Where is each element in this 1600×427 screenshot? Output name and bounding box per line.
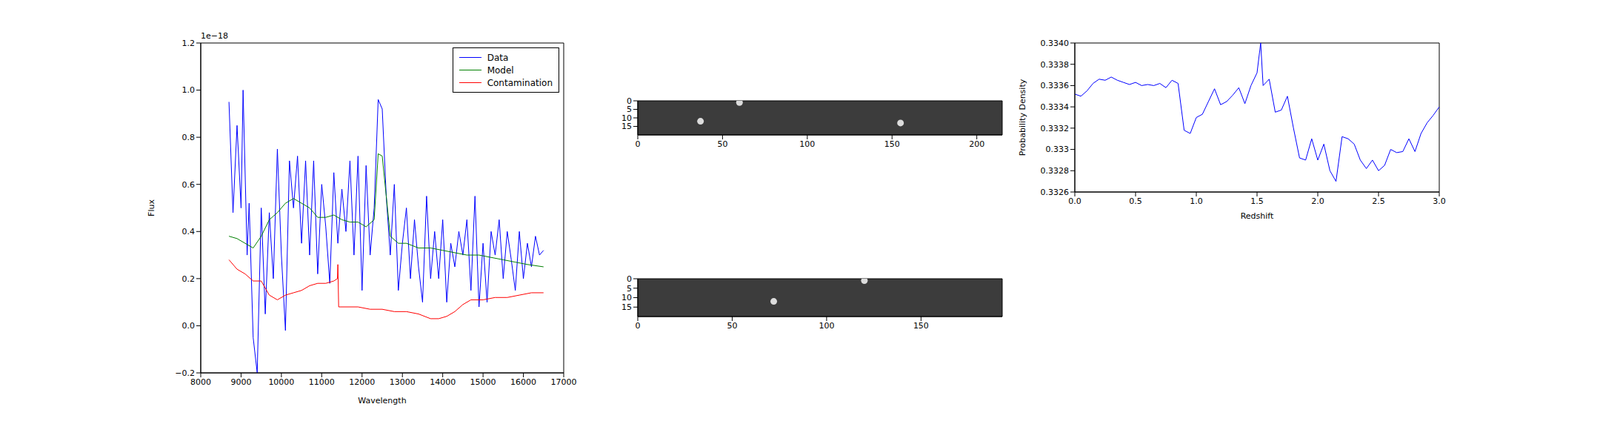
- svg-text:0.3336: 0.3336: [1040, 80, 1070, 91]
- svg-text:5: 5: [626, 104, 632, 115]
- html-text:Model: Model: [487, 64, 514, 76]
- svg-text:Probability Density: Probability Density: [1017, 78, 1028, 156]
- svg-text:0.3338: 0.3338: [1040, 60, 1070, 70]
- svg-text:0.8: 0.8: [182, 132, 196, 143]
- svg-text:1.0: 1.0: [1189, 196, 1203, 206]
- svg-text:50: 50: [726, 320, 738, 331]
- svg-text:100: 100: [799, 139, 815, 149]
- svg-text:12000: 12000: [348, 377, 375, 387]
- svg-text:1.2: 1.2: [182, 38, 196, 49]
- svg-text:Flux: Flux: [146, 199, 157, 217]
- svg-text:1.5: 1.5: [1250, 196, 1264, 206]
- svg-text:0.5: 0.5: [1128, 196, 1143, 206]
- svg-text:3.0: 3.0: [1432, 196, 1446, 206]
- svg-text:50: 50: [717, 139, 728, 149]
- svg-text:0: 0: [635, 320, 641, 331]
- svg-text:0.3334: 0.3334: [1040, 102, 1070, 112]
- svg-text:0: 0: [635, 139, 641, 149]
- html-text:Contamination: Contamination: [487, 77, 553, 88]
- svg-text:11000: 11000: [308, 377, 335, 387]
- svg-text:0.3340: 0.3340: [1040, 38, 1070, 49]
- svg-text:15: 15: [621, 121, 632, 132]
- svg-text:0: 0: [626, 96, 632, 106]
- html-text:1e−18: 1e−18: [200, 31, 229, 41]
- svg-text:10: 10: [621, 113, 632, 123]
- svg-text:150: 150: [913, 320, 929, 331]
- svg-text:15000: 15000: [470, 377, 497, 387]
- svg-text:13000: 13000: [389, 377, 416, 387]
- svg-text:0.4: 0.4: [182, 226, 196, 237]
- svg-text:0.3326: 0.3326: [1040, 187, 1070, 198]
- svg-text:0.3332: 0.3332: [1040, 123, 1070, 134]
- svg-text:17000: 17000: [551, 377, 578, 387]
- svg-text:0.3328: 0.3328: [1040, 165, 1070, 176]
- svg-text:0: 0: [626, 274, 632, 284]
- svg-text:15: 15: [621, 302, 632, 312]
- html-text:Data: Data: [487, 52, 509, 63]
- svg-text:14000: 14000: [429, 377, 456, 387]
- svg-text:0.0: 0.0: [182, 320, 196, 331]
- svg-text:150: 150: [884, 139, 900, 149]
- svg-text:2.0: 2.0: [1311, 196, 1325, 206]
- svg-text:5: 5: [626, 283, 632, 294]
- svg-text:0.333: 0.333: [1045, 144, 1070, 155]
- svg-text:8000: 8000: [190, 377, 212, 387]
- svg-text:2.5: 2.5: [1371, 196, 1386, 206]
- svg-text:200: 200: [968, 139, 985, 149]
- svg-text:100: 100: [818, 320, 835, 331]
- svg-text:Redshift: Redshift: [1240, 211, 1275, 221]
- svg-text:0.0: 0.0: [1068, 196, 1082, 206]
- svg-text:16000: 16000: [510, 377, 537, 387]
- svg-text:0.2: 0.2: [182, 274, 196, 284]
- svg-text:10000: 10000: [268, 377, 295, 387]
- svg-text:9000: 9000: [230, 377, 252, 387]
- svg-text:0.6: 0.6: [182, 180, 196, 190]
- svg-text:−0.2: −0.2: [174, 368, 195, 378]
- svg-text:1.0: 1.0: [182, 85, 196, 95]
- svg-text:Wavelength: Wavelength: [357, 395, 406, 406]
- svg-text:10: 10: [621, 292, 632, 303]
